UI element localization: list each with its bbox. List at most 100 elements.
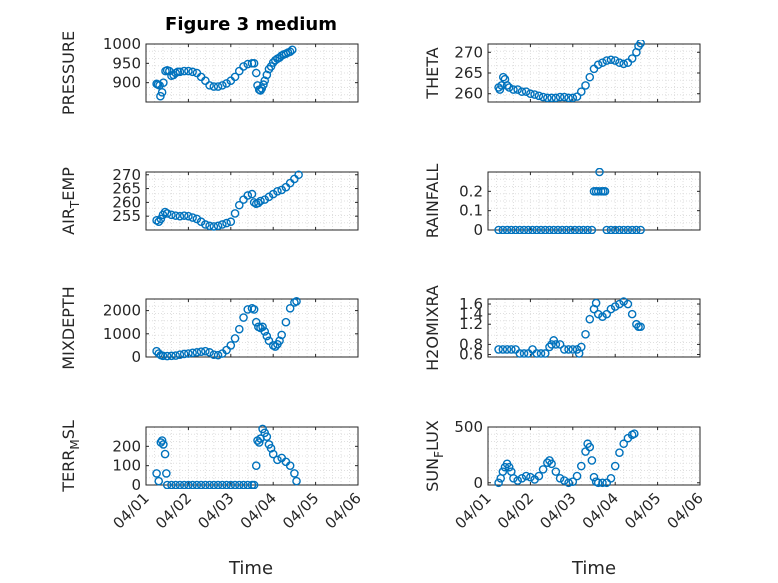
- data-point: [247, 189, 257, 199]
- data-point: [579, 225, 588, 234]
- data-point: [209, 480, 219, 489]
- data-point: [249, 480, 259, 489]
- axes-box: [145, 171, 359, 231]
- x-tick-label: 04/06: [664, 489, 707, 532]
- y-tick-label: 1.2: [459, 315, 483, 333]
- data-point: [251, 317, 261, 327]
- data-point: [209, 82, 219, 91]
- data-point: [159, 440, 168, 449]
- data-point: [547, 459, 556, 469]
- data-point: [504, 83, 514, 92]
- grid: [145, 298, 359, 358]
- data-point: [266, 443, 276, 453]
- data-point: [591, 298, 601, 308]
- data-point: [239, 195, 248, 204]
- x-tick-label: 04/02: [494, 489, 537, 532]
- data-point: [184, 349, 193, 358]
- data-point: [285, 178, 295, 188]
- series-markers: [494, 429, 639, 488]
- subplot-rainfall: 00.1 0.2 RAINFALL: [423, 164, 701, 239]
- data-point: [196, 217, 206, 227]
- data-point: [260, 195, 270, 204]
- data-point: [154, 476, 164, 486]
- x-tick-label: 04/05: [621, 489, 664, 532]
- data-point: [560, 345, 569, 354]
- data-point: [234, 200, 244, 210]
- axes-box: [145, 298, 359, 358]
- x-tick-label: 04/01: [110, 489, 153, 532]
- y-axis-label: RAINFALL: [423, 164, 442, 239]
- data-point: [192, 480, 202, 489]
- axes-box: [487, 171, 701, 231]
- data-point: [595, 168, 604, 177]
- y-tick-label: 0.8: [459, 335, 483, 353]
- data-point: [619, 439, 628, 449]
- data-point: [598, 58, 607, 67]
- data-point: [159, 78, 168, 87]
- y-tick-label: 500: [454, 418, 483, 436]
- data-point: [290, 469, 299, 478]
- y-tick-label: 0: [473, 474, 483, 492]
- data-point: [543, 93, 552, 103]
- data-point: [294, 170, 303, 180]
- data-point: [254, 438, 264, 447]
- data-point: [271, 342, 280, 351]
- data-point: [292, 297, 301, 306]
- data-point: [547, 93, 556, 103]
- data-point: [517, 474, 527, 483]
- data-point: [589, 472, 599, 482]
- data-point: [534, 471, 544, 481]
- x-axis-label-left: Time: [228, 558, 273, 579]
- data-point: [538, 92, 548, 102]
- data-point: [254, 198, 263, 208]
- data-point: [602, 309, 612, 319]
- y-tick-label: 1.4: [459, 305, 483, 323]
- subplot-theta: 260 265 270 THETA: [423, 40, 701, 103]
- data-point: [521, 471, 531, 481]
- data-point: [287, 45, 297, 55]
- data-point: [175, 350, 185, 359]
- data-point: [521, 87, 531, 96]
- data-point: [226, 341, 236, 350]
- data-point: [175, 67, 185, 77]
- x-tick-label: 04/06: [322, 489, 365, 532]
- data-point: [587, 225, 597, 234]
- data-point: [636, 225, 645, 234]
- data-point: [285, 303, 295, 313]
- data-point: [162, 480, 172, 489]
- data-point: [632, 319, 641, 329]
- data-point: [606, 474, 616, 483]
- data-point: [615, 299, 624, 309]
- data-point: [209, 350, 219, 359]
- data-point: [171, 480, 180, 489]
- data-point: [264, 336, 274, 346]
- data-point: [167, 210, 176, 220]
- y-axis-label: THETA: [423, 47, 442, 99]
- data-point: [551, 93, 561, 103]
- data-point: [292, 476, 301, 486]
- y-tick-label: 100: [112, 457, 141, 475]
- x-tick-label: 04/04: [579, 489, 622, 532]
- data-point: [213, 350, 223, 360]
- y-tick-label: 0: [473, 221, 483, 239]
- data-point: [536, 349, 546, 358]
- data-point: [568, 477, 578, 486]
- data-point: [213, 82, 223, 91]
- data-point: [201, 346, 210, 356]
- data-point: [243, 191, 253, 200]
- data-point: [494, 225, 503, 234]
- data-point: [498, 467, 508, 476]
- y-tick-label: 900: [112, 74, 141, 92]
- data-point: [498, 225, 508, 234]
- data-point: [226, 217, 236, 227]
- data-point: [249, 59, 259, 68]
- data-point: [167, 480, 176, 489]
- series-markers: [494, 40, 645, 103]
- data-point: [260, 327, 270, 336]
- data-point: [502, 225, 512, 234]
- data-point: [251, 68, 261, 78]
- data-point: [585, 72, 595, 82]
- data-point: [593, 60, 603, 70]
